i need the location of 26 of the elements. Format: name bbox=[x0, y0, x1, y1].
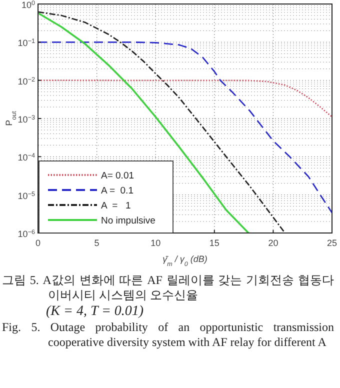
legend-label: A = 1 bbox=[101, 200, 131, 212]
x-axis-title: γ̄$_{m}$ / γ$_{0}$ (dB) bbox=[162, 254, 208, 268]
x-tick-label: 25 bbox=[326, 238, 338, 248]
caption: 그림 5. A값의 변화에 따른 AF 릴레이를 갖는 기회전송 협동다이버시티 시스템의 오수신율 bbox=[2, 273, 334, 303]
x-tick-label: 10 bbox=[150, 238, 161, 248]
legend-item: A = 0.1 bbox=[48, 186, 134, 196]
x-tick-label: 20 bbox=[268, 238, 278, 248]
line-series bbox=[37, 80, 333, 118]
legend-label: A = 0.1 bbox=[101, 186, 134, 196]
legend-item: A = 1 bbox=[48, 200, 131, 212]
line-series bbox=[37, 12, 250, 234]
y-tick-label: 10$^{−5}$ bbox=[18, 190, 36, 201]
y-tick-label: 10$^{−1}$ bbox=[18, 38, 36, 48]
y-tick-label: 10$^{−6}$ bbox=[18, 228, 36, 239]
x-tick-label: 15 bbox=[209, 238, 220, 248]
text: (K = 4, T = 0.01) bbox=[45, 304, 145, 319]
legend-label: No impulsive bbox=[101, 216, 156, 226]
legend-label: A= 0.01 bbox=[101, 170, 134, 182]
y-tick-label: 10$^{−3}$ bbox=[18, 114, 36, 124]
y-tick-label: 10$^{0}$ bbox=[21, 0, 36, 10]
caption: Fig. 5. Outage probability of an opportunistic transmission cooperative diversity system with AF relay for different A bbox=[2, 320, 334, 350]
y-tick-label: 10$^{−2}$ bbox=[18, 76, 36, 86]
y-tick-label: 10$^{−4}$ bbox=[18, 152, 36, 163]
x-tick-label: 5 bbox=[94, 238, 100, 248]
x-tick-label: 0 bbox=[35, 238, 41, 248]
line-series bbox=[37, 41, 333, 214]
